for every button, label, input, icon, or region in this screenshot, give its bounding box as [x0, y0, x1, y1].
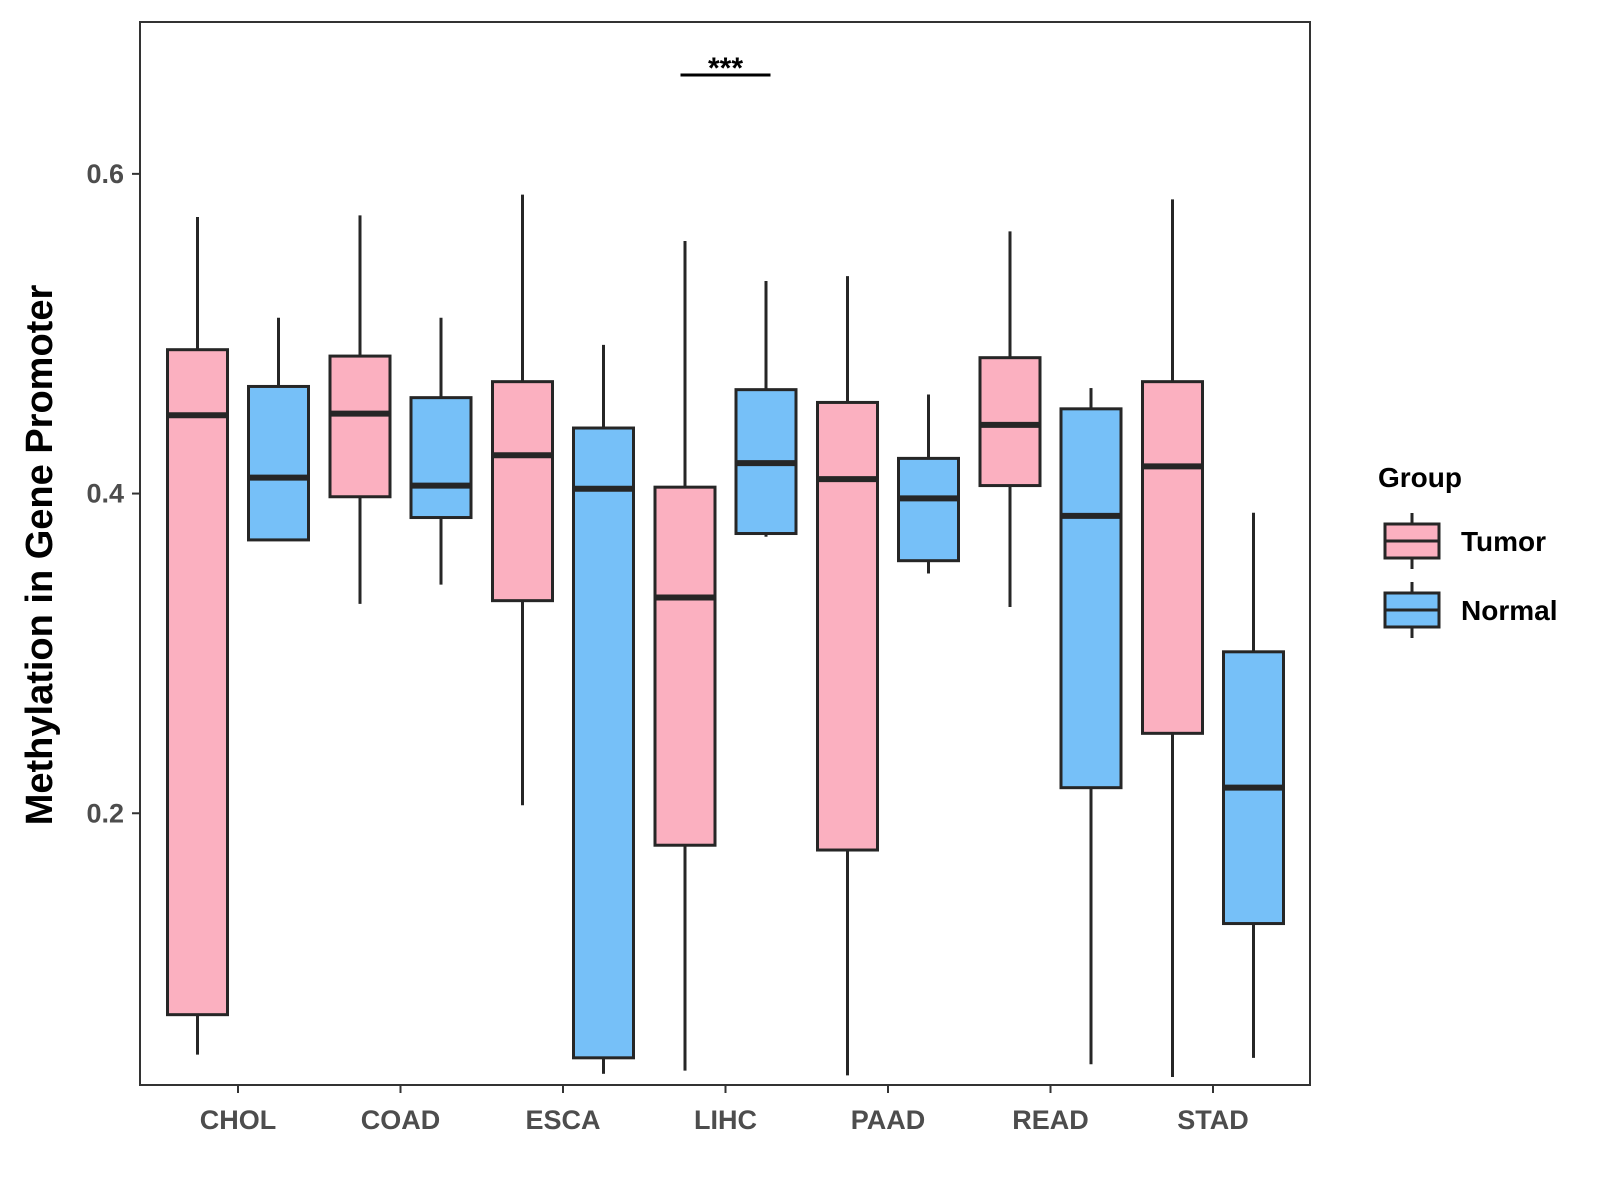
annotations-layer: *** — [680, 52, 771, 85]
x-axis: CHOL COAD ESCA LIHC PAAD READ STAD — [200, 1085, 1249, 1135]
x-tick-label-coad: COAD — [361, 1105, 441, 1135]
tumor-box-esca — [491, 194, 554, 806]
y-tick-label: 0.4 — [86, 479, 124, 509]
tumor-box-chol — [166, 217, 229, 1055]
iqr-box — [978, 356, 1042, 488]
iqr-box — [816, 400, 879, 852]
tumor-box-coad — [328, 215, 392, 604]
iqr-box — [247, 384, 310, 542]
iqr-box — [653, 485, 717, 847]
y-tick-label: 0.6 — [86, 159, 124, 189]
legend-label: Tumor — [1461, 526, 1546, 557]
iqr-box — [166, 348, 229, 1017]
iqr-box — [572, 426, 635, 1060]
boxes-layer — [166, 194, 1285, 1078]
normal-box-chol — [247, 317, 310, 542]
normal-box-paad — [897, 394, 960, 574]
iqr-box — [897, 456, 960, 563]
panel-background — [140, 22, 1310, 1085]
significance-label: *** — [708, 52, 743, 85]
x-tick-label-chol: CHOL — [200, 1105, 277, 1135]
iqr-box — [328, 354, 392, 499]
y-axis: 0.2 0.4 0.6 — [86, 159, 140, 828]
tumor-box-lihc — [653, 240, 717, 1071]
tumor-box-paad — [816, 276, 879, 1076]
legend-label: Normal — [1461, 595, 1557, 626]
legend: Group Tumor Normal — [1378, 462, 1557, 638]
tumor-box-read — [978, 231, 1042, 608]
x-tick-label-read: READ — [1012, 1105, 1089, 1135]
normal-box-coad — [409, 317, 473, 585]
normal-box-stad — [1222, 512, 1285, 1058]
normal-box-esca — [572, 344, 635, 1074]
legend-entry-tumor: Tumor — [1383, 513, 1546, 569]
legend-title: Group — [1378, 462, 1462, 493]
tumor-box-stad — [1141, 199, 1204, 1078]
x-tick-label-lihc: LIHC — [694, 1105, 757, 1135]
x-tick-label-stad: STAD — [1177, 1105, 1249, 1135]
y-axis-title: Methylation in Gene Promoter — [19, 285, 61, 826]
iqr-box — [1059, 407, 1123, 790]
x-tick-label-paad: PAAD — [851, 1105, 926, 1135]
normal-box-read — [1059, 388, 1123, 1065]
iqr-box — [409, 396, 473, 520]
legend-entry-normal: Normal — [1383, 582, 1557, 638]
y-tick-label: 0.2 — [86, 798, 124, 828]
iqr-box — [1141, 380, 1204, 735]
normal-box-lihc — [734, 280, 798, 537]
iqr-box — [491, 380, 554, 603]
x-tick-label-esca: ESCA — [525, 1105, 600, 1135]
